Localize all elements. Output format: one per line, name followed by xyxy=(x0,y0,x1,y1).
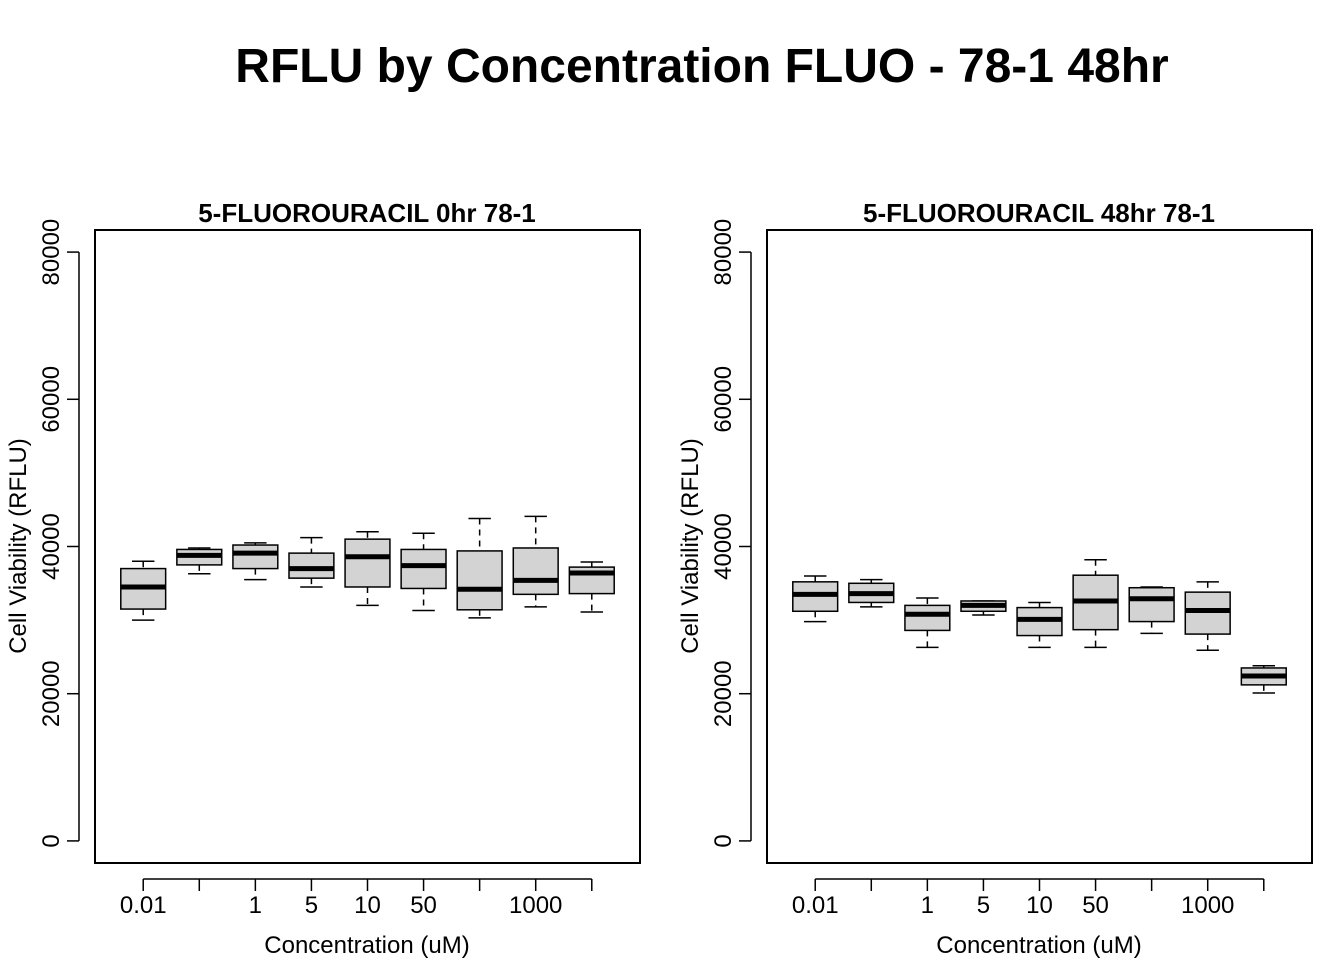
x-tick-label: 10 xyxy=(1026,892,1053,919)
y-axis-label: Cell Viability (RFLU) xyxy=(5,438,32,654)
x-tick-label: 1000 xyxy=(1181,892,1234,919)
box-1 xyxy=(176,547,223,575)
y-tick-label: 40000 xyxy=(38,513,65,580)
x-tick-label: 1 xyxy=(249,892,262,919)
y-tick-label: 20000 xyxy=(710,660,737,727)
iqr-box xyxy=(456,550,503,611)
y-tick-label: 60000 xyxy=(710,366,737,433)
box-2 xyxy=(232,542,279,581)
box-5 xyxy=(400,532,447,612)
y-tick-label: 40000 xyxy=(710,513,737,580)
x-tick-label: 50 xyxy=(410,892,437,919)
y-tick-label: 80000 xyxy=(710,219,737,286)
x-tick-label: 1 xyxy=(921,892,934,919)
x-tick-label: 0.01 xyxy=(792,892,839,919)
box-0 xyxy=(792,575,839,623)
iqr-box xyxy=(1128,586,1175,623)
iqr-box xyxy=(1184,591,1231,635)
box-1 xyxy=(848,578,895,608)
iqr-box xyxy=(232,544,279,570)
boxes xyxy=(120,515,615,621)
panel-0hr: 5-FLUOROURACIL 0hr 78-1 Concentration (u… xyxy=(5,198,641,959)
x-axis-label: Concentration (uM) xyxy=(936,932,1141,959)
panel-title: 5-FLUOROURACIL 0hr 78-1 xyxy=(198,198,536,228)
x-axis: 0.01 1 5 10 50 1000 xyxy=(120,878,593,919)
iqr-box xyxy=(344,538,391,588)
iqr-box xyxy=(288,552,335,579)
x-tick-label: 0.01 xyxy=(120,892,167,919)
x-tick-label: 10 xyxy=(354,892,381,919)
box-0 xyxy=(120,560,167,621)
box-4 xyxy=(344,531,391,607)
y-tick-label: 0 xyxy=(38,834,65,847)
box-7 xyxy=(512,515,559,608)
x-tick-label: 1000 xyxy=(509,892,562,919)
plot-frame xyxy=(766,229,1313,864)
figure-title: RFLU by Concentration FLUO - 78-1 48hr xyxy=(235,40,1168,93)
y-tick-label: 80000 xyxy=(38,219,65,286)
box-3 xyxy=(288,536,335,588)
box-7 xyxy=(1184,581,1231,652)
box-5 xyxy=(1072,558,1119,649)
box-6 xyxy=(456,517,503,619)
box-4 xyxy=(1016,601,1063,649)
x-axis-label: Concentration (uM) xyxy=(264,932,469,959)
y-tick-label: 20000 xyxy=(38,660,65,727)
x-tick-label: 5 xyxy=(305,892,318,919)
plot-frame xyxy=(94,229,641,864)
x-tick-label: 5 xyxy=(977,892,990,919)
iqr-box xyxy=(400,548,447,590)
panel-48hr: 5-FLUOROURACIL 48hr 78-1 Concentration (… xyxy=(677,198,1313,959)
y-axis: 0 20000 40000 60000 80000 xyxy=(710,219,752,848)
x-tick-label: 50 xyxy=(1082,892,1109,919)
y-axis: 0 20000 40000 60000 80000 xyxy=(38,219,80,848)
box-2 xyxy=(904,597,951,649)
y-tick-label: 60000 xyxy=(38,366,65,433)
boxes xyxy=(792,558,1287,694)
y-axis-label: Cell Viability (RFLU) xyxy=(677,438,704,654)
box-8 xyxy=(568,561,615,613)
box-6 xyxy=(1128,586,1175,635)
iqr-box xyxy=(512,547,559,596)
box-8 xyxy=(1240,664,1287,694)
x-axis: 0.01 1 5 10 50 1000 xyxy=(792,878,1265,919)
panel-title: 5-FLUOROURACIL 48hr 78-1 xyxy=(863,198,1215,228)
y-tick-label: 0 xyxy=(710,834,737,847)
box-3 xyxy=(960,600,1007,616)
iqr-box xyxy=(904,604,951,632)
